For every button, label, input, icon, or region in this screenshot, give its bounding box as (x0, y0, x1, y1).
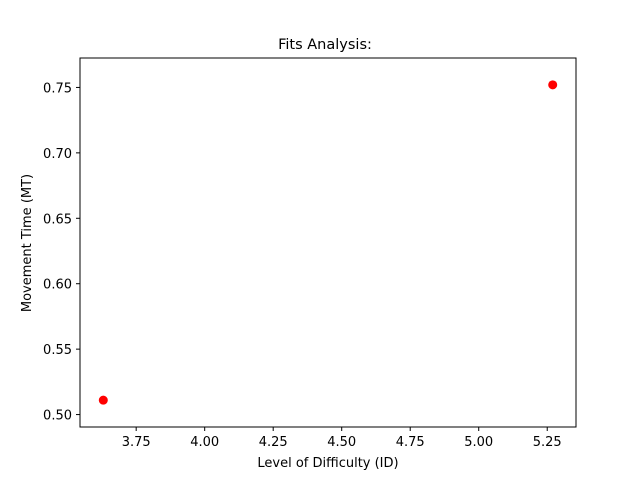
x-tick-label: 5.00 (464, 435, 493, 450)
y-axis: 0.50 0.55 0.60 0.65 0.70 0.75 (43, 81, 80, 424)
x-tick-label: 4.25 (259, 435, 288, 450)
data-point (548, 80, 558, 90)
y-axis-label: Movement Time (MT) (20, 174, 35, 312)
data-points (98, 80, 558, 405)
y-tick-label: 0.75 (43, 81, 72, 96)
x-axis-label: Level of Difficulty (ID) (257, 456, 398, 471)
x-tick-label: 5.25 (533, 435, 562, 450)
chart-title: Fits Analysis: (278, 37, 372, 53)
x-tick-label: 3.75 (122, 435, 151, 450)
data-point (98, 395, 108, 405)
x-axis: 3.75 4.00 4.25 4.50 4.75 5.00 5.25 (122, 427, 562, 450)
plot-area-frame (79, 57, 577, 428)
y-tick-label: 0.50 (43, 409, 72, 424)
y-tick-label: 0.60 (43, 278, 72, 293)
y-tick-label: 0.70 (43, 147, 72, 162)
y-tick-label: 0.55 (43, 343, 72, 358)
x-tick-label: 4.50 (327, 435, 356, 450)
y-tick-label: 0.65 (43, 212, 72, 227)
x-tick-label: 4.75 (396, 435, 425, 450)
x-tick-label: 4.00 (190, 435, 219, 450)
